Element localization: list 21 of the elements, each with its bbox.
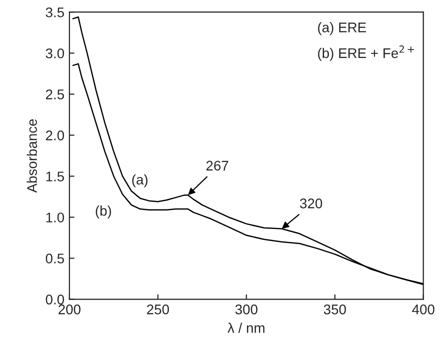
x-tick-label: 400	[412, 304, 434, 314]
x-tick-label: 300	[235, 304, 258, 314]
annotation: (a) ERE	[318, 22, 366, 36]
annotation: (b)	[96, 206, 112, 218]
y-tick-label: 0.0	[46, 294, 64, 304]
annotation: 320	[300, 198, 322, 208]
y-tick-label: 3.0	[46, 48, 64, 58]
annotation: (a)	[132, 174, 148, 188]
y-tick-label: 1.5	[46, 172, 64, 182]
annotation: (b) ERE + Fe$^{2+}$	[318, 45, 414, 61]
x-axis-title: λ / nm	[228, 322, 264, 333]
y-tick-label: 2.0	[46, 130, 64, 140]
y-axis-title: Absorbance	[26, 119, 37, 193]
annotation: 267	[206, 160, 228, 171]
x-tick-label: 350	[324, 304, 346, 314]
y-tick-label: 0.5	[46, 254, 64, 264]
y-tick-label: 2.5	[46, 89, 64, 100]
y-tick-label: 1.0	[46, 212, 64, 222]
x-tick-label: 200	[58, 304, 80, 314]
y-tick-label: 3.5	[46, 7, 64, 18]
x-tick-label: 250	[147, 304, 169, 314]
